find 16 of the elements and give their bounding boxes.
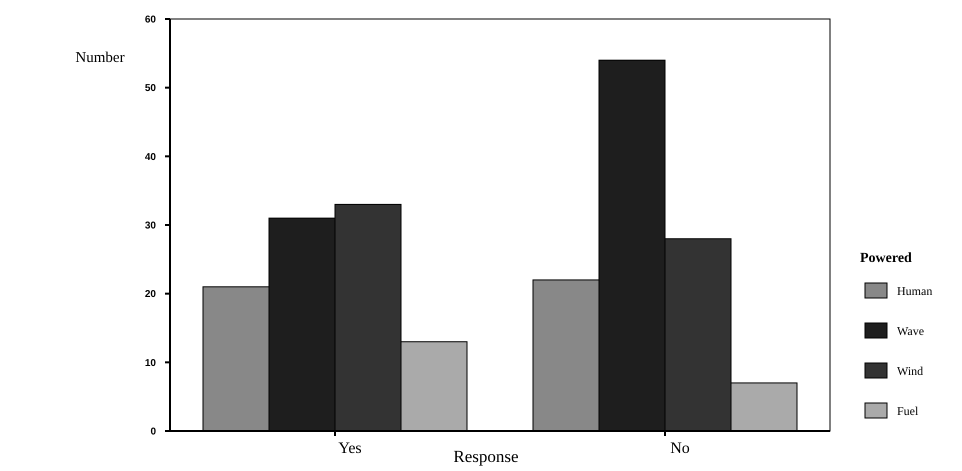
y-tick-label: 50 [144,83,156,94]
y-tick-label: 20 [144,289,156,300]
x-tick-label: No [670,440,690,457]
x-axis-title: Response [453,447,519,466]
y-tick-label: 30 [144,220,156,232]
legend-label: Wind [897,364,924,378]
y-tick-label: 0 [150,426,156,438]
y-axis-title: Number [75,50,125,66]
x-tick-label: Yes [338,440,362,457]
legend-label: Wave [897,324,924,338]
y-tick-label: 40 [144,152,156,163]
legend-title: Powered [860,251,912,266]
legend-label: Fuel [897,404,919,418]
y-tick-label: 10 [144,358,156,369]
y-tick-label: 60 [144,14,156,26]
legend-label: Human [897,284,932,298]
